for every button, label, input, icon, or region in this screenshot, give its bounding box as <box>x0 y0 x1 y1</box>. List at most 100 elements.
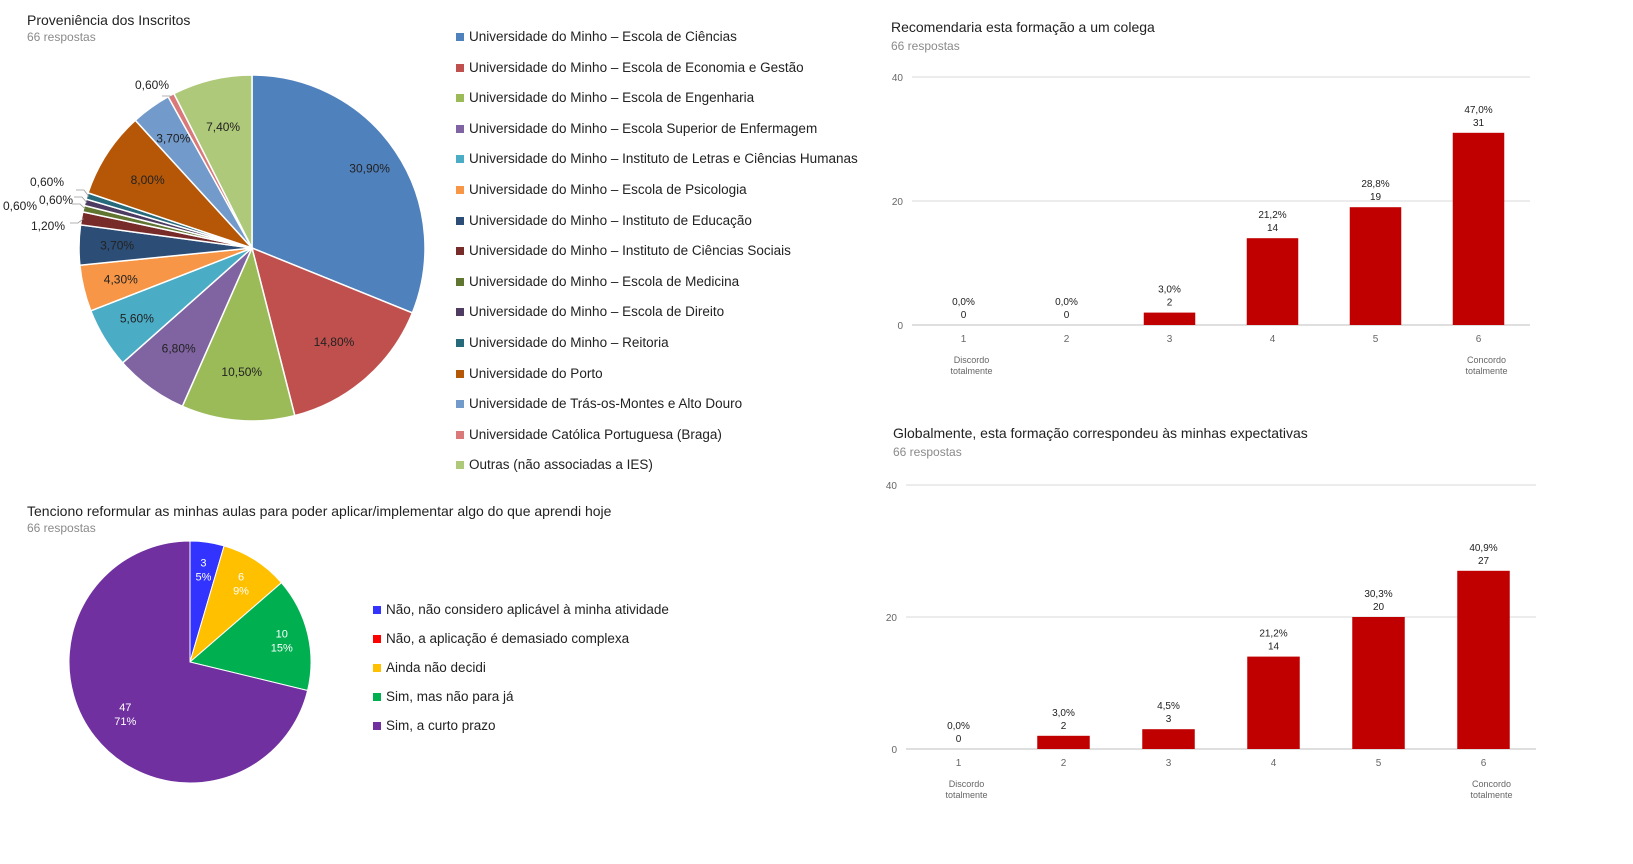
pie1-legend-item: Universidade do Minho – Escola Superior … <box>456 121 858 152</box>
pie1-value-label: 1,20% <box>31 219 65 233</box>
bar1-xtick-label: 2 <box>1064 334 1070 345</box>
bar1-xtick-label: 5 <box>1373 334 1379 345</box>
pie1-leader-line <box>72 203 86 210</box>
pie1-legend-item: Universidade do Porto <box>456 366 858 397</box>
pie1-value-label: 7,40% <box>206 120 240 134</box>
bar2-ytick-label: 20 <box>886 613 898 624</box>
bar2-value-label: 0 <box>956 734 962 745</box>
legend-label: Universidade do Minho – Instituto de Let… <box>469 151 858 167</box>
bar2-bar <box>1457 570 1510 749</box>
bar2-value-label: 20 <box>1373 602 1385 613</box>
legend-swatch <box>373 606 381 614</box>
pie1-slice <box>181 245 296 422</box>
pie1-legend-item: Universidade Católica Portuguesa (Braga) <box>456 427 858 458</box>
bar2-bar <box>1142 729 1195 749</box>
bar1-percent-label: 0,0% <box>1055 297 1078 308</box>
legend-swatch <box>456 369 464 378</box>
legend-swatch <box>456 124 464 133</box>
legend-swatch <box>456 94 464 103</box>
legend-swatch <box>456 216 464 225</box>
pie2-legend-item: Sim, mas não para já <box>373 689 669 718</box>
legend-label: Universidade do Minho – Escola de Psicol… <box>469 181 747 197</box>
legend-label: Universidade do Minho – Escola de Engenh… <box>469 90 755 106</box>
pie1-title: Proveniência dos Inscritos <box>27 12 191 28</box>
legend-label: Universidade do Minho – Escola Superior … <box>469 120 818 136</box>
pie1-legend-item: Universidade do Minho – Instituto de Let… <box>456 151 858 182</box>
bar1-bar <box>1452 132 1505 325</box>
bar2-xtick-label: 6 <box>1481 758 1487 769</box>
bar1-subtitle: 66 respostas <box>891 39 960 53</box>
bar1-bar <box>1246 238 1299 325</box>
pie2-legend-item: Ainda não decidi <box>373 660 669 689</box>
bar2-percent-label: 30,3% <box>1364 589 1392 600</box>
bar1-value-label: 0 <box>961 310 967 321</box>
legend-label: Universidade do Minho – Escola de Medici… <box>469 273 740 289</box>
legend-swatch <box>456 400 464 409</box>
pie1-slice <box>251 74 426 314</box>
bar2-category-note: Discordo <box>949 779 985 789</box>
pie1-value-label: 6,80% <box>162 342 196 356</box>
legend-swatch <box>373 635 381 643</box>
bar2-xtick-label: 4 <box>1271 758 1277 769</box>
bar1-xtick-label: 6 <box>1476 334 1482 345</box>
pie2-count-label: 47 <box>119 702 131 714</box>
pie2-legend-item: Não, a aplicação é demasiado complexa <box>373 631 669 660</box>
bar1-xtick-label: 1 <box>961 334 967 345</box>
bar2-percent-label: 0,0% <box>947 721 970 732</box>
pie2-legend-item: Não, não considero aplicável à minha ati… <box>373 602 669 631</box>
pie1-subtitle: 66 respostas <box>27 30 96 44</box>
bar2-value-label: 2 <box>1061 721 1067 732</box>
bar2-xtick-label: 2 <box>1061 758 1067 769</box>
bar1-value-label: 31 <box>1473 118 1485 129</box>
pie1-value-label: 4,30% <box>104 273 138 287</box>
legend-label: Universidade do Minho – Escola de Direit… <box>469 304 725 320</box>
legend-label: Sim, mas não para já <box>386 689 514 704</box>
pie1-legend-item: Universidade do Minho – Instituto de Ciê… <box>456 243 858 274</box>
bar1-bar <box>1143 312 1196 325</box>
pie2-legend: Não, não considero aplicável à minha ati… <box>373 602 669 747</box>
pie1-chart: 30,90% 14,80% 10,50% 6,80% 5,60% 4,30% 3,70% 1,… <box>3 74 426 422</box>
legend-swatch <box>456 430 464 439</box>
pie1-slice <box>250 246 414 417</box>
pie1-legend-item: Universidade do Minho – Escola de Engenh… <box>456 90 858 121</box>
pie2-title: Tenciono reformular as minhas aulas para… <box>27 503 612 519</box>
bar1-value-label: 0 <box>1064 310 1070 321</box>
legend-swatch <box>456 461 464 470</box>
pie1-value-label: 3,70% <box>100 239 134 253</box>
bar1-value-label: 14 <box>1267 223 1279 234</box>
bar2-category-note: Concordo <box>1472 779 1511 789</box>
bar1-category-note: Concordo <box>1467 355 1506 365</box>
bar1-ytick-label: 0 <box>897 321 903 332</box>
legend-swatch <box>456 63 464 72</box>
pie1-slice <box>172 74 253 249</box>
bar1-value-label: 2 <box>1167 298 1173 309</box>
pie1-legend-item: Universidade do Minho – Reitoria <box>456 335 858 366</box>
bar2-ytick-label: 0 <box>891 745 897 756</box>
bar2-percent-label: 4,5% <box>1157 701 1180 712</box>
bar1-value-label: 19 <box>1370 192 1382 203</box>
pie1-legend: Universidade do Minho – Escola de Ciênci… <box>456 29 858 488</box>
legend-label: Universidade do Minho – Reitoria <box>469 334 669 350</box>
pie1-leader-line <box>70 218 84 224</box>
bar1-bar <box>1349 207 1402 325</box>
legend-swatch <box>373 722 381 730</box>
pie2-count-label: 6 <box>238 572 244 584</box>
bar2-xtick-label: 5 <box>1376 758 1382 769</box>
bar2-ytick-label: 40 <box>886 481 898 492</box>
pie1-value-label: 8,00% <box>131 173 165 187</box>
bar1-category-note: totalmente <box>1465 366 1507 376</box>
bar1-ytick-label: 40 <box>892 73 904 84</box>
pie1-value-label: 10,50% <box>221 365 262 379</box>
pie2-count-label: 3 <box>200 558 206 570</box>
pie1-value-label: 30,90% <box>349 162 390 176</box>
bar2-bar <box>1352 617 1405 749</box>
legend-label: Universidade do Minho – Instituto de Ciê… <box>469 243 791 259</box>
bar2-value-label: 14 <box>1268 642 1280 653</box>
legend-label: Outras (não associadas a IES) <box>469 457 653 473</box>
legend-swatch <box>456 247 464 256</box>
legend-label: Ainda não decidi <box>386 660 486 675</box>
pie1-legend-item: Universidade do Minho – Escola de Psicol… <box>456 182 858 213</box>
bar1-chart: 020400,0%01Discordototalmente0,0%023,0%2… <box>892 73 1530 376</box>
bar2-category-note: totalmente <box>1470 790 1512 800</box>
bar1-percent-label: 21,2% <box>1258 210 1286 221</box>
